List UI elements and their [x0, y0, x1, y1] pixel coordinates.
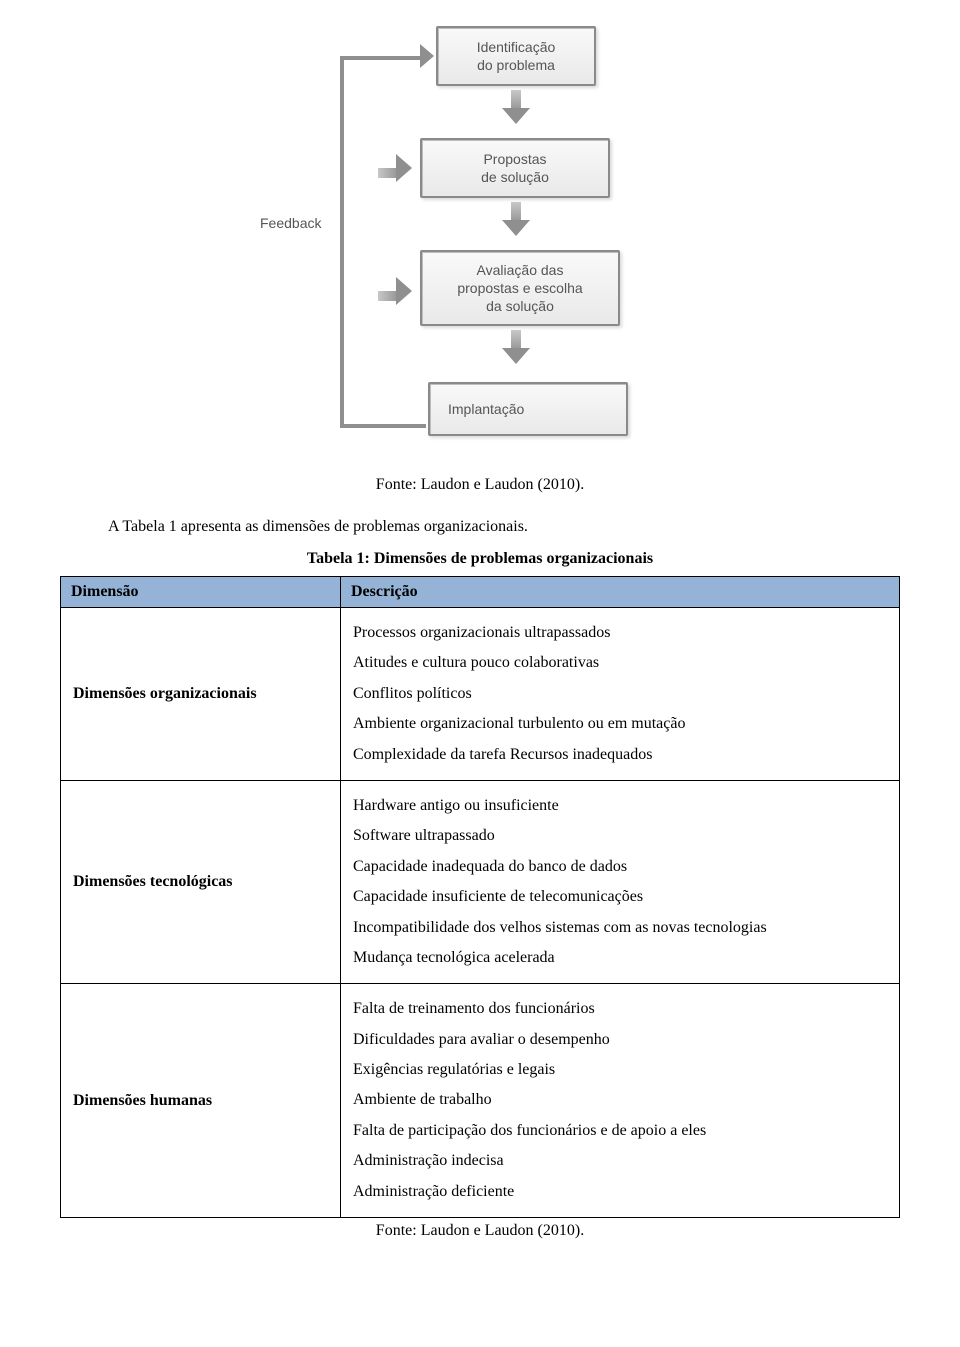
- flow-box-3-text: Avaliação daspropostas e escolhada soluç…: [457, 261, 582, 316]
- table-header-dimension: Dimensão: [61, 577, 341, 608]
- feedback-arrow-right-3: [378, 286, 412, 304]
- dimensions-table: Dimensão Descrição Dimensões organizacio…: [60, 576, 900, 1218]
- flow-arrow-3: [507, 330, 525, 364]
- table-title: Tabela 1: Dimensões de problemas organiz…: [60, 550, 900, 568]
- table-header-description: Descrição: [341, 577, 900, 608]
- document-page: Feedback Identificaçãodo problema Propos…: [0, 0, 960, 1296]
- table-row: Dimensões organizacionaisProcessos organ…: [61, 608, 900, 781]
- flow-box-3: Avaliação daspropostas e escolhada soluç…: [420, 250, 620, 326]
- table-row: Dimensões tecnológicasHardware antigo ou…: [61, 780, 900, 983]
- feedback-arrow-right-2: [378, 163, 412, 181]
- flow-box-4-text: Implantação: [448, 400, 524, 418]
- flowchart: Feedback Identificaçãodo problema Propos…: [260, 20, 700, 460]
- flow-box-2-text: Propostasde solução: [481, 150, 549, 186]
- table-header-row: Dimensão Descrição: [61, 577, 900, 608]
- table-source: Fonte: Laudon e Laudon (2010).: [60, 1222, 900, 1240]
- flow-box-1-text: Identificaçãodo problema: [477, 38, 556, 74]
- feedback-connector-bottom: [340, 424, 426, 428]
- flow-box-1: Identificaçãodo problema: [436, 26, 596, 86]
- feedback-arrowhead-top: [420, 44, 434, 68]
- table-row: Dimensões humanasFalta de treinamento do…: [61, 984, 900, 1218]
- figure-source: Fonte: Laudon e Laudon (2010).: [60, 476, 900, 494]
- table-row-label: Dimensões humanas: [61, 984, 341, 1218]
- flow-arrow-2: [507, 202, 525, 236]
- feedback-connector-top: [340, 56, 426, 60]
- flow-arrow-1: [507, 90, 525, 124]
- feedback-label: Feedback: [260, 215, 321, 231]
- table-row-description: Processos organizacionais ultrapassadosA…: [341, 608, 900, 781]
- table-row-label: Dimensões organizacionais: [61, 608, 341, 781]
- table-row-label: Dimensões tecnológicas: [61, 780, 341, 983]
- flow-box-2: Propostasde solução: [420, 138, 610, 198]
- feedback-connector-vertical: [340, 56, 344, 426]
- flow-box-4: Implantação: [428, 382, 628, 436]
- intro-text: A Tabela 1 apresenta as dimensões de pro…: [60, 518, 900, 536]
- table-row-description: Falta de treinamento dos funcionáriosDif…: [341, 984, 900, 1218]
- table-row-description: Hardware antigo ou insuficienteSoftware …: [341, 780, 900, 983]
